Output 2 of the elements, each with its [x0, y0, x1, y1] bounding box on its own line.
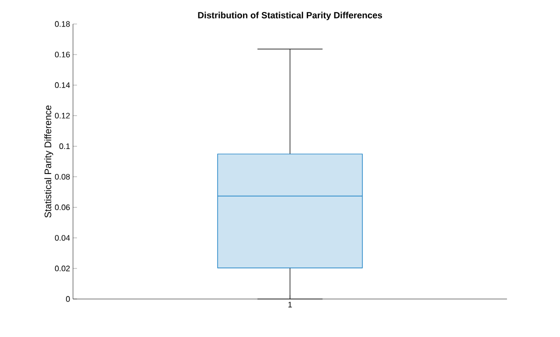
chart-title: Distribution of Statistical Parity Differences — [198, 12, 382, 20]
y-axis-title: Statistical Parity Difference — [44, 105, 54, 218]
